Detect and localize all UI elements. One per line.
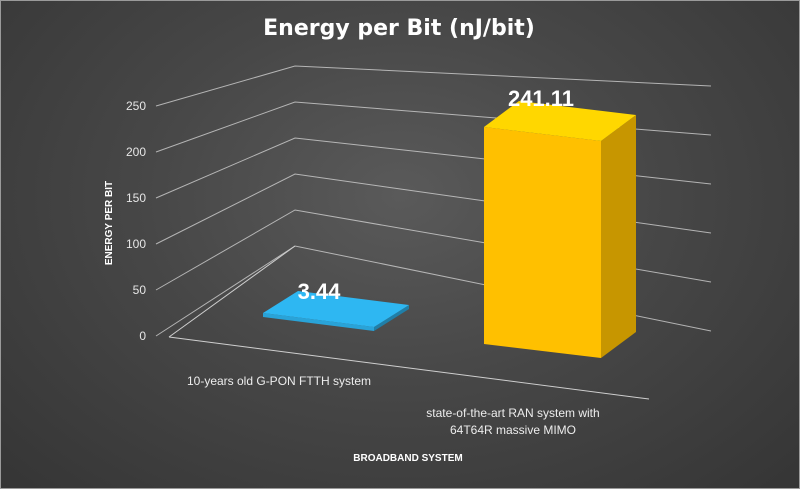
y-tick-label: 200 (126, 145, 146, 159)
x-axis-title: BROADBAND SYSTEM (353, 453, 462, 464)
y-tick-label: 0 (139, 329, 146, 343)
bar (484, 101, 636, 358)
x-category-label: 10-years old G-PON FTTH system (187, 374, 371, 388)
y-tick-label: 250 (126, 99, 146, 113)
bar (263, 291, 409, 331)
bars (263, 101, 636, 358)
y-tick-label: 150 (126, 191, 146, 205)
bar-top-face (484, 101, 636, 142)
bar-side-face (374, 305, 409, 331)
bar-top-face (263, 291, 409, 327)
floor-edge (168, 336, 650, 400)
y-axis-ticks: 0 50 100 150 200 250 (126, 99, 146, 343)
data-label: 241.11 (508, 86, 574, 111)
bar-side-face (601, 115, 636, 358)
data-labels: 3.44 241.11 (298, 86, 574, 304)
data-label: 3.44 (298, 279, 342, 304)
y-axis-title: ENERGY PER BIT (104, 181, 115, 265)
gridlines (155, 65, 712, 400)
x-axis-categories: 10-years old G-PON FTTH system state-of-t… (187, 374, 600, 437)
y-tick-label: 100 (126, 237, 146, 251)
floor-left-edge (168, 245, 296, 338)
chart-title: Energy per Bit (nJ/bit) (263, 16, 535, 41)
bar-front-face (484, 127, 601, 358)
x-category-label: state-of-the-art RAN system with 64T64R m… (426, 406, 599, 437)
bar-front-face (263, 313, 374, 331)
y-tick-label: 50 (133, 283, 147, 297)
gridline (155, 65, 712, 107)
